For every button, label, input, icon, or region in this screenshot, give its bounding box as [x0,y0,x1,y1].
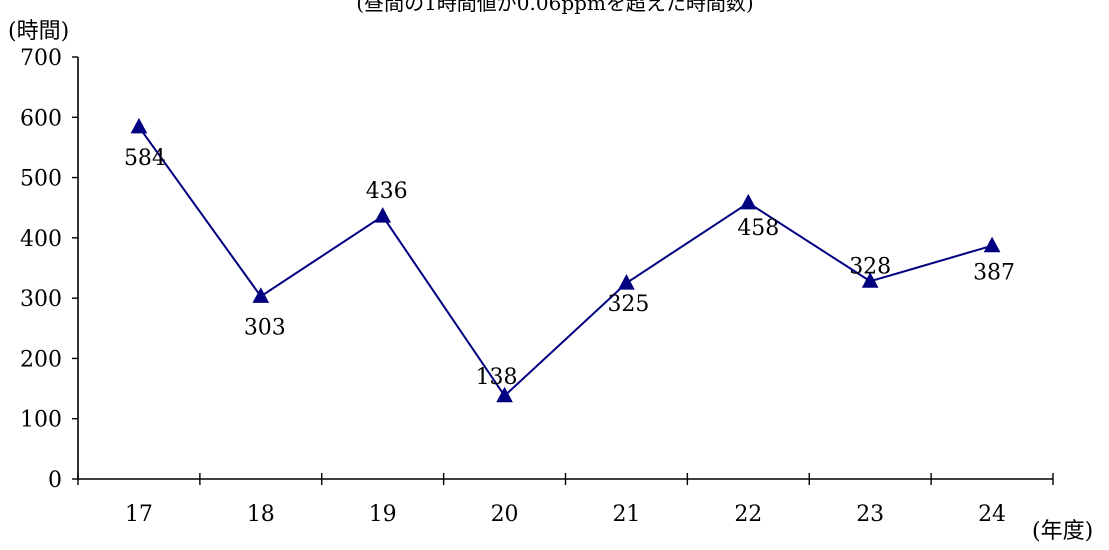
data-label: 458 [737,216,779,241]
y-tick-label: 200 [20,347,62,372]
y-tick-label: 600 [20,106,62,131]
chart-title: (昼間の1時間値が0.06ppmを超えた時間数) [356,0,753,15]
y-tick-label: 500 [20,167,62,192]
data-label: 138 [476,365,518,390]
data-labels: 584 303 436 138 325 458 328 387 [124,146,1015,390]
x-tick-label: 21 [612,502,640,527]
data-point-marker [374,207,392,223]
series-layer [130,117,1001,403]
y-axis-label: (時間) [8,19,69,44]
data-label: 387 [973,261,1015,286]
y-tick-label: 700 [20,46,62,71]
data-point-marker [983,236,1001,253]
data-point-marker [739,193,757,210]
x-tick-label: 18 [247,502,275,527]
data-point-marker [130,117,148,134]
x-axis-label: (年度) [1032,519,1093,544]
axes: 0 100 200 300 400 500 600 700 17 18 19 20 21 22 23 24 [20,46,1054,527]
x-tick-label: 20 [491,502,519,527]
y-tick-label: 400 [20,227,62,252]
data-point-marker [861,272,879,288]
data-label: 584 [124,146,166,171]
y-tick-label: 300 [20,287,62,312]
series-line [138,126,993,398]
x-tick-label: 22 [734,502,762,527]
x-tick-label: 17 [125,502,153,527]
data-point-marker [252,287,270,303]
data-point-marker [496,386,513,403]
x-tick-label: 24 [978,502,1006,527]
x-tick-label: 19 [369,502,397,527]
data-label: 328 [849,254,891,279]
data-label: 303 [244,315,286,340]
y-tick-label: 0 [48,468,62,493]
y-tick-label: 100 [20,408,62,433]
data-point-marker [618,274,635,290]
x-tick-label: 23 [856,502,884,527]
data-label: 436 [366,179,408,204]
data-label: 325 [607,292,649,317]
